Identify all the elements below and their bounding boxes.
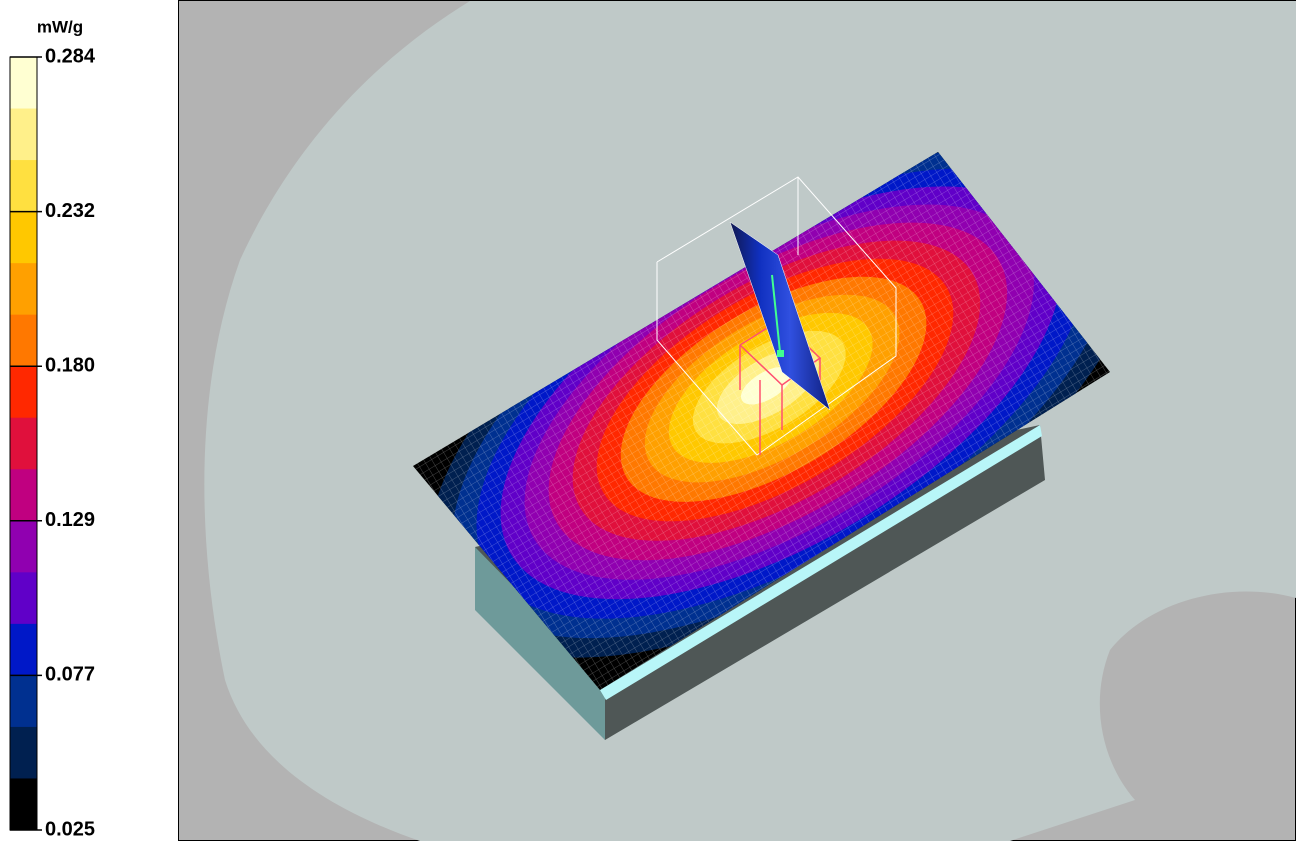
color-band bbox=[10, 778, 37, 830]
tick-label: 0.284 bbox=[45, 45, 96, 67]
color-band bbox=[10, 263, 37, 315]
color-band bbox=[10, 521, 37, 573]
color-band bbox=[10, 212, 37, 264]
color-band bbox=[10, 418, 37, 470]
color-band bbox=[10, 57, 37, 109]
viewport bbox=[179, 1, 1296, 842]
unit-label: mW/g bbox=[37, 17, 83, 36]
color-band bbox=[10, 160, 37, 212]
probe-point bbox=[777, 350, 784, 357]
tick-label: 0.129 bbox=[45, 509, 95, 531]
color-band bbox=[10, 572, 37, 624]
color-band bbox=[10, 315, 37, 367]
tick-label: 0.025 bbox=[45, 818, 95, 840]
tick-label: 0.180 bbox=[45, 354, 95, 376]
color-band bbox=[10, 366, 37, 418]
tick-label: 0.077 bbox=[45, 664, 95, 686]
color-band bbox=[10, 727, 37, 779]
color-band bbox=[10, 109, 37, 161]
colorbar: 0.284 0.232 0.180 0.129 0.077 0.025 bbox=[10, 45, 96, 840]
color-band bbox=[10, 469, 37, 521]
color-band bbox=[10, 675, 37, 727]
tick-label: 0.232 bbox=[45, 200, 95, 222]
color-band bbox=[10, 624, 37, 676]
